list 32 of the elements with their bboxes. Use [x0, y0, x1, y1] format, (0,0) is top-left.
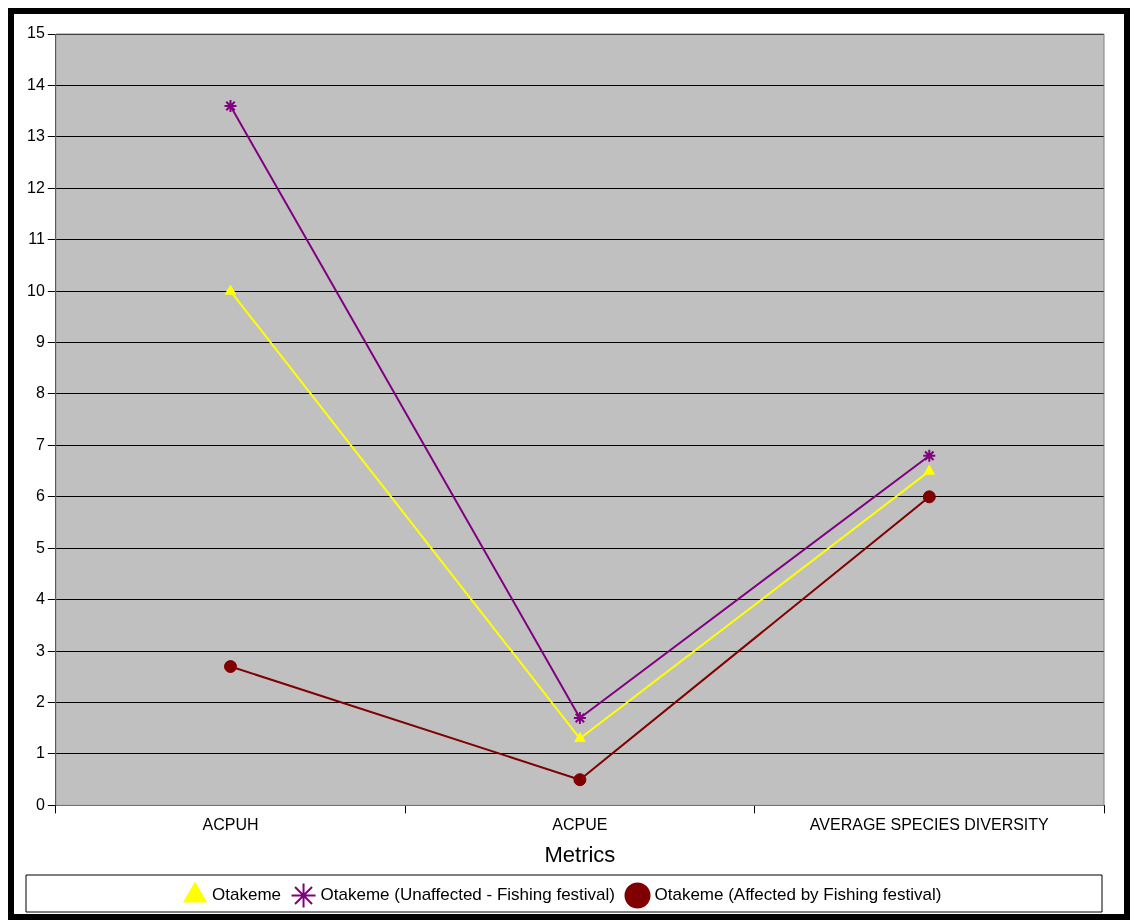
- y-tick-label: 11: [28, 230, 45, 248]
- point: [574, 732, 586, 743]
- point: [922, 448, 937, 463]
- point: [922, 490, 936, 504]
- y-tick-label: 1: [35, 744, 45, 762]
- y-tick-label: 8: [35, 384, 45, 402]
- legend-label: Otakeme (Unaffected - Fishing festival): [320, 885, 616, 905]
- y-tick-label: 12: [27, 178, 45, 196]
- point: [923, 464, 935, 475]
- point: [573, 773, 587, 787]
- x-tick-label: AVERAGE SPECIES DIVERSITY: [809, 816, 1050, 834]
- point: [224, 284, 237, 295]
- x-tick-label: ACPUE: [552, 816, 608, 834]
- y-tick-label: 7: [35, 435, 45, 453]
- y-tick-label: 9: [35, 332, 45, 350]
- point: [572, 710, 587, 725]
- x-tick-label: ACPUH: [202, 816, 259, 834]
- legend-label: Otakeme (Affected by Fishing festival): [654, 885, 942, 905]
- point: [224, 660, 237, 674]
- y-tick-label: 2: [35, 692, 45, 710]
- legend-label: Otakeme: [212, 885, 282, 905]
- y-tick-label: 10: [27, 281, 45, 299]
- y-tick-label: 6: [35, 487, 45, 505]
- point: [223, 99, 238, 113]
- y-tick-label: 4: [35, 590, 45, 608]
- y-tick-label: 0: [35, 795, 45, 813]
- y-tick-label: 14: [27, 75, 45, 93]
- y-tick-label: 3: [35, 641, 45, 659]
- y-tick-label: 15: [27, 24, 45, 42]
- x-axis-title: Metrics: [544, 841, 616, 867]
- y-tick-label: 5: [35, 538, 45, 556]
- y-tick-label: 13: [27, 127, 45, 145]
